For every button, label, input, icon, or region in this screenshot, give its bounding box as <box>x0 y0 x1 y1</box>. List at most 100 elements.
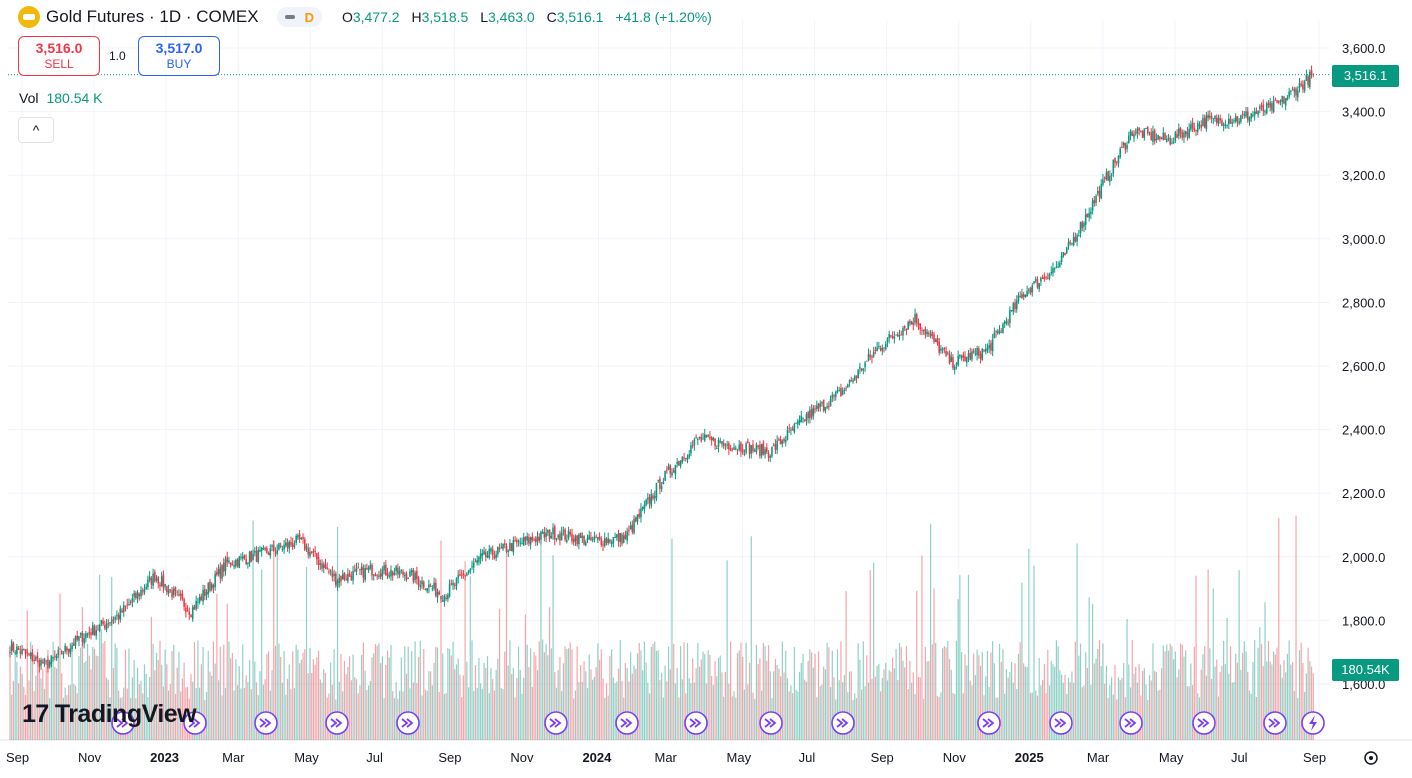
volume-bar <box>1257 647 1259 740</box>
candle-body <box>116 615 118 617</box>
volume-bar <box>136 667 139 740</box>
volume-bar <box>302 652 304 740</box>
candle-body <box>557 535 560 538</box>
volume-bar <box>364 670 366 740</box>
symbol-title[interactable]: Gold Futures · 1D · COMEX <box>46 7 259 26</box>
candle-body <box>1031 285 1034 293</box>
volume-bar <box>455 664 458 740</box>
candle-body <box>219 567 222 579</box>
candle-body <box>552 527 554 535</box>
candle-body <box>571 533 573 542</box>
volume-bar <box>1235 653 1237 740</box>
collapse-legend-button[interactable]: ^ <box>18 117 54 143</box>
volume-bar <box>1069 682 1071 740</box>
sell-button[interactable]: 3,516.0 SELL <box>18 36 100 76</box>
candle-body <box>574 536 577 542</box>
candle-body <box>488 549 491 558</box>
volume-bar <box>788 691 790 740</box>
volume-bar <box>688 678 690 740</box>
volume-bar <box>197 640 199 740</box>
tradingview-logo-text: TradingView <box>54 700 197 728</box>
volume-bar <box>762 642 764 740</box>
candle-body <box>1253 111 1256 116</box>
candle-body <box>588 535 591 539</box>
candle-body <box>21 648 23 654</box>
candle-body <box>595 536 597 538</box>
volume-bar <box>1300 642 1302 740</box>
candle-body <box>874 349 877 351</box>
volume-bar <box>742 657 744 740</box>
volume-bar <box>652 643 654 740</box>
volume-bar <box>24 694 27 740</box>
candle-body <box>1245 111 1247 117</box>
volume-bar <box>612 677 614 740</box>
volume-bar <box>719 655 721 740</box>
volume-bar <box>1278 517 1280 740</box>
market-status-badge[interactable]: D <box>276 7 322 27</box>
candle-body <box>993 333 996 339</box>
candle-body <box>860 368 863 371</box>
forward-icon <box>259 718 272 728</box>
volume-bar <box>971 685 973 740</box>
candle-body <box>759 444 761 457</box>
volume-bar <box>140 680 142 740</box>
volume-bar <box>93 648 96 740</box>
volume-bar <box>324 673 327 740</box>
volume-bar <box>43 688 46 740</box>
volume-bar <box>264 679 266 740</box>
candle-body <box>435 582 437 596</box>
tradingview-logo[interactable]: 17 TradingView <box>22 700 197 729</box>
forward-icon <box>1197 718 1210 728</box>
volume-bar <box>1024 666 1026 740</box>
candle-body <box>938 341 940 353</box>
volume-bar <box>900 647 902 740</box>
volume-bar <box>911 682 913 740</box>
volume-bar <box>723 696 725 740</box>
volume-bar <box>57 656 59 740</box>
candle-body <box>290 542 292 545</box>
volume-bar <box>1254 640 1256 740</box>
volume-bar <box>645 662 647 740</box>
volume-bar <box>1241 653 1244 740</box>
buy-button[interactable]: 3,517.0 BUY <box>138 36 220 76</box>
volume-bar <box>798 671 801 740</box>
volume-bar <box>167 690 170 740</box>
volume-bar <box>369 680 371 740</box>
volume-bar <box>154 670 156 740</box>
volume-bar <box>112 667 115 740</box>
open-value: 3,477.2 <box>352 9 400 25</box>
volume-bar <box>1136 682 1139 740</box>
volume-bar <box>1107 697 1109 740</box>
volume-bar <box>754 698 756 740</box>
candle-body <box>1234 116 1237 122</box>
volume-bar <box>1110 677 1113 740</box>
candle-body <box>271 545 273 547</box>
volume-bar <box>905 646 908 740</box>
candle-body <box>431 588 434 590</box>
candle-body <box>1259 106 1261 110</box>
candle-body <box>35 656 37 661</box>
candle-body <box>1229 118 1232 124</box>
volume-bar <box>442 653 444 740</box>
candle-body <box>572 539 575 543</box>
volume-bar <box>954 694 956 740</box>
volume-bar <box>993 663 995 740</box>
volume-bar <box>1095 658 1097 740</box>
candle-body <box>471 566 473 568</box>
volume-bar <box>288 664 290 740</box>
volume-bar <box>842 682 844 740</box>
candle-body <box>235 560 237 567</box>
volume-bar <box>464 561 466 740</box>
candle-body <box>321 563 323 569</box>
candle-body <box>755 444 758 453</box>
volume-bar <box>68 685 70 740</box>
volume-bar <box>676 668 678 740</box>
volume-bar <box>511 674 513 740</box>
candle-body <box>345 578 347 580</box>
volume-bar <box>536 670 539 740</box>
candle-body <box>664 470 666 481</box>
candle-body <box>762 442 765 455</box>
candle-body <box>317 557 320 565</box>
volume-bar <box>1083 685 1085 740</box>
